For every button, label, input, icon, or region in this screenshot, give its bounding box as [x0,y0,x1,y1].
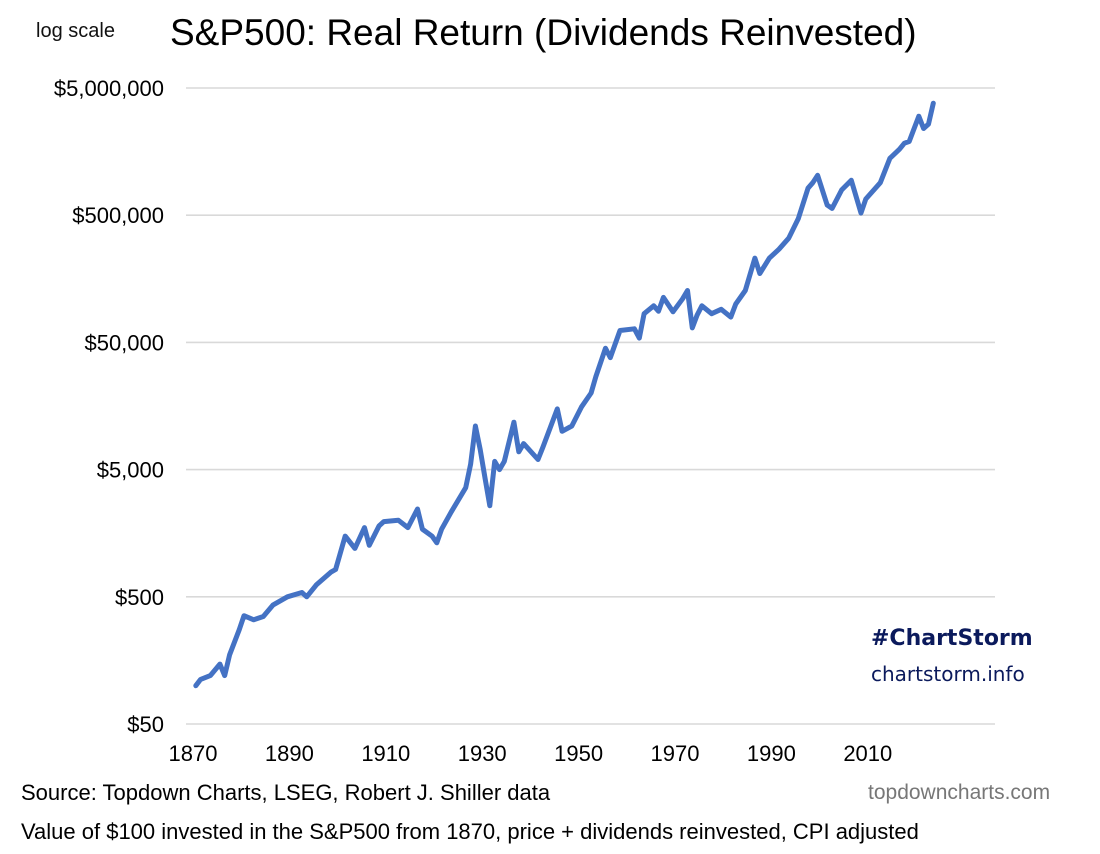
y-tick-label: $50,000 [84,330,164,355]
chart-title: S&P500: Real Return (Dividends Reinveste… [170,12,917,53]
x-tick-label: 1990 [747,741,796,766]
y-tick-label: $50 [127,712,164,737]
x-tick-label: 1950 [554,741,603,766]
y-tick-label: $500,000 [72,203,164,228]
chartstorm-url[interactable]: chartstorm.info [871,662,1025,686]
x-tick-label: 1890 [265,741,314,766]
source-note: Source: Topdown Charts, LSEG, Robert J. … [21,780,551,805]
series-line [193,100,936,689]
x-tick-label: 2010 [843,741,892,766]
log-scale-note: log scale [36,20,115,42]
chartstorm-hashtag: #ChartStorm [871,626,1033,651]
series-layer [193,100,936,689]
y-tick-label: $500 [115,585,164,610]
gridlines [186,87,995,725]
x-tick-label: 1870 [169,741,218,766]
x-tick-label: 1910 [361,741,410,766]
chart-caption: Value of $100 invested in the S&P500 fro… [21,819,919,844]
y-tick-label: $5,000 [97,458,164,483]
x-tick-label: 1970 [651,741,700,766]
x-axis-tick-labels: 1870 1890 1910 1930 1950 1970 1990 2010 [169,741,893,766]
topdowncharts-site[interactable]: topdowncharts.com [868,781,1051,804]
y-tick-label: $5,000,000 [54,76,164,101]
x-tick-label: 1930 [458,741,507,766]
y-axis-tick-labels: $50 $500 $5,000 $50,000 $500,000 $5,000,000 [54,76,164,737]
